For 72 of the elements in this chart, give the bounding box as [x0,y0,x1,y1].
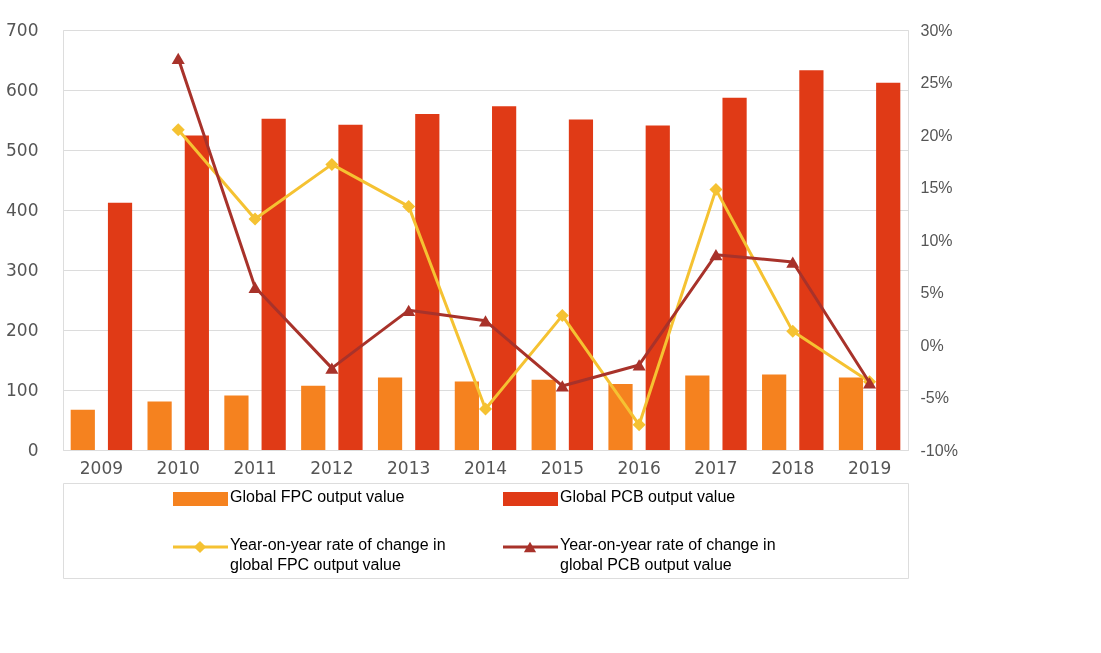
legend-label: Global PCB output value [560,488,736,505]
point [171,123,185,137]
point [325,157,339,171]
x-tick-label: 2019 [847,457,892,478]
point [555,380,569,392]
y2-tick-label: 0% [920,336,944,354]
y-tick-label: 0 [27,439,39,460]
y2-tick-label: -10% [920,441,958,459]
point [325,362,339,374]
x-tick-label: 2013 [387,457,431,478]
y2-tick-label: 5% [920,284,944,301]
legend-label: Global FPC output value [230,488,405,505]
bar [685,375,710,450]
x-tick-label: 2010 [156,457,200,478]
x-tick-label: 2017 [694,457,738,478]
bar [261,118,286,450]
y-tick-label: 600 [6,79,39,100]
bar [645,125,670,450]
bar [377,377,403,450]
bar [492,106,517,450]
x-tick-label: 2016 [617,457,661,478]
point [478,402,493,416]
y-tick-label: 700 [6,19,39,40]
y2-tick-label: 30% [920,21,953,39]
bar [608,384,633,450]
y2-tick-label: 25% [920,74,953,91]
y2-tick-label: 10% [920,231,953,249]
bar [338,124,363,450]
y-tick-label: 100 [6,379,39,400]
bar [799,70,824,450]
bar [107,202,133,450]
point [402,304,416,316]
point [709,249,723,261]
bar [838,377,864,450]
bar [147,401,172,450]
legend-label: Year-on-year rate of change in global PCB output value [560,536,776,573]
x-tick-label: 2011 [233,457,277,478]
point [248,281,262,293]
bar [454,381,479,450]
y-tick-label: 200 [6,319,39,340]
y2-tick-label: 15% [920,179,953,196]
point [248,212,262,226]
point [555,309,569,323]
legend-label: Year-on-year rate of change in global FPC output value [230,536,446,573]
x-tick-label: 2014 [463,457,508,478]
bar [301,385,326,450]
y-tick-label: 400 [6,199,39,220]
bar [70,409,95,450]
bar [531,379,556,450]
bar [722,97,747,450]
bar [415,114,440,450]
point [402,199,416,213]
bar [568,119,594,450]
x-tick-label: 2009 [79,457,124,478]
point [171,52,185,64]
y-tick-label: 300 [6,259,39,280]
y2-tick-label: -5% [920,389,949,406]
y2-tick-label: 20% [920,126,953,144]
point [478,315,493,327]
point [786,256,800,268]
y-tick-label: 500 [6,139,39,160]
x-tick-label: 2012 [310,457,354,478]
x-tick-label: 2018 [771,457,815,478]
point [632,359,646,371]
bar [762,374,787,450]
bar [224,395,249,450]
point [709,183,723,197]
point [786,324,800,338]
x-tick-label: 2015 [540,457,584,478]
bar [184,135,209,450]
bar [876,82,901,450]
point [632,418,646,432]
